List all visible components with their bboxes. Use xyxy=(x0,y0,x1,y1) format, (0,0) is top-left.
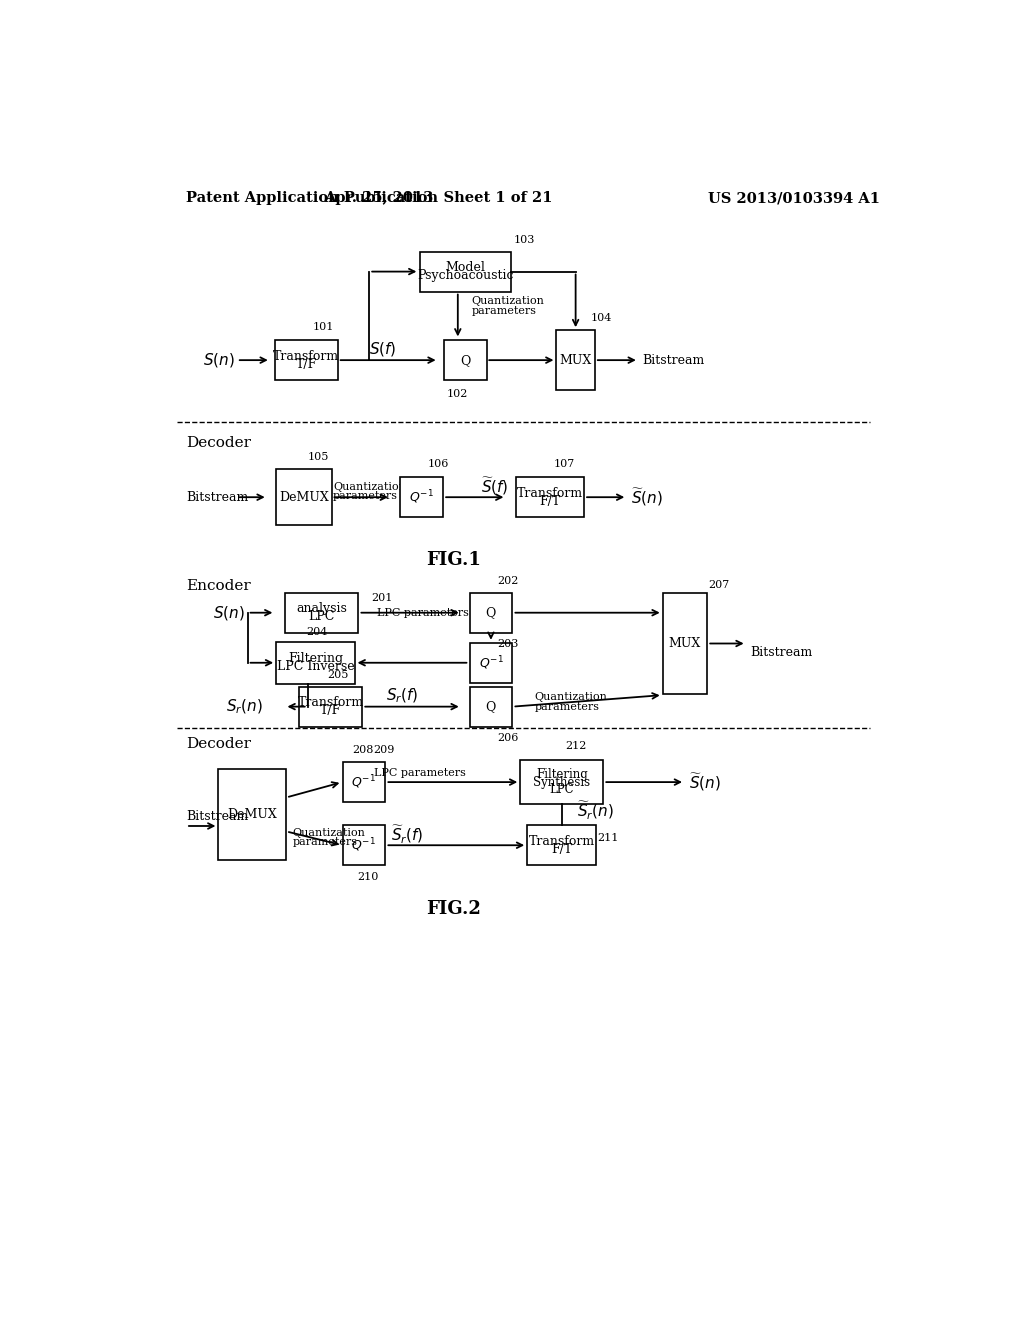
Text: parameters: parameters xyxy=(472,306,537,315)
Text: 206: 206 xyxy=(497,733,518,743)
Text: Apr. 25, 2013  Sheet 1 of 21: Apr. 25, 2013 Sheet 1 of 21 xyxy=(325,191,553,206)
Text: 101: 101 xyxy=(312,322,334,333)
Text: parameters: parameters xyxy=(292,837,357,847)
Text: Bitstream: Bitstream xyxy=(186,810,248,824)
Text: $\widetilde{S}_r(n)$: $\widetilde{S}_r(n)$ xyxy=(578,799,614,821)
Text: FIG.2: FIG.2 xyxy=(427,900,481,919)
Text: 210: 210 xyxy=(357,873,379,882)
FancyBboxPatch shape xyxy=(444,341,486,380)
Text: 205: 205 xyxy=(327,669,348,680)
Text: LPC parameters: LPC parameters xyxy=(377,607,469,618)
Text: 211: 211 xyxy=(597,833,618,842)
Text: 207: 207 xyxy=(708,579,729,590)
Text: $Q^{-1}$: $Q^{-1}$ xyxy=(351,774,376,791)
Text: US 2013/0103394 A1: US 2013/0103394 A1 xyxy=(708,191,880,206)
Text: $\widetilde{S}(f)$: $\widetilde{S}(f)$ xyxy=(481,475,509,498)
Text: Synthesis: Synthesis xyxy=(534,776,590,788)
Text: $S_r(f)$: $S_r(f)$ xyxy=(386,686,419,705)
FancyBboxPatch shape xyxy=(470,593,512,632)
FancyBboxPatch shape xyxy=(400,478,442,517)
Text: $S(f)$: $S(f)$ xyxy=(370,341,397,358)
Text: $S_r(n)$: $S_r(n)$ xyxy=(226,697,263,715)
Text: Bitstream: Bitstream xyxy=(643,354,705,367)
Text: Transform: Transform xyxy=(298,696,364,709)
Text: FIG.1: FIG.1 xyxy=(427,552,481,569)
Text: 104: 104 xyxy=(591,313,612,323)
Text: Bitstream: Bitstream xyxy=(186,491,248,504)
Text: Q: Q xyxy=(485,700,496,713)
Text: MUX: MUX xyxy=(669,638,701,649)
Text: LPC: LPC xyxy=(550,783,574,796)
Text: 203: 203 xyxy=(497,639,518,649)
Text: F/T: F/T xyxy=(551,842,572,855)
Text: Quantization: Quantization xyxy=(472,296,545,306)
Text: 208: 208 xyxy=(352,746,374,755)
Text: LPC parameters: LPC parameters xyxy=(374,768,466,777)
Text: Filtering: Filtering xyxy=(288,652,343,665)
FancyBboxPatch shape xyxy=(470,686,512,726)
Text: $\widetilde{S}_r(f)$: $\widetilde{S}_r(f)$ xyxy=(391,824,423,845)
FancyBboxPatch shape xyxy=(556,330,595,391)
Text: LPC Inverse: LPC Inverse xyxy=(276,660,354,673)
Text: 201: 201 xyxy=(371,594,392,603)
Text: Decoder: Decoder xyxy=(186,737,251,751)
Text: 105: 105 xyxy=(307,451,329,462)
Text: DeMUX: DeMUX xyxy=(279,491,329,504)
FancyBboxPatch shape xyxy=(285,593,358,632)
FancyBboxPatch shape xyxy=(520,760,603,804)
Text: Quantization: Quantization xyxy=(333,482,406,492)
Text: Patent Application Publication: Patent Application Publication xyxy=(186,191,438,206)
FancyBboxPatch shape xyxy=(343,825,385,866)
Text: DeMUX: DeMUX xyxy=(227,808,278,821)
Text: Filtering: Filtering xyxy=(536,768,588,781)
FancyBboxPatch shape xyxy=(527,825,596,866)
Text: $\widetilde{S}(n)$: $\widetilde{S}(n)$ xyxy=(631,487,663,508)
Text: Quantization: Quantization xyxy=(292,828,366,838)
Text: 103: 103 xyxy=(513,235,535,246)
Text: parameters: parameters xyxy=(333,491,398,502)
Text: $Q^{-1}$: $Q^{-1}$ xyxy=(351,837,376,854)
Text: 202: 202 xyxy=(497,576,518,586)
Text: T/F: T/F xyxy=(296,358,316,371)
Text: 106: 106 xyxy=(428,459,450,470)
Text: T/F: T/F xyxy=(321,704,341,717)
Text: Quantization: Quantization xyxy=(535,693,607,702)
FancyBboxPatch shape xyxy=(274,341,338,380)
Text: 204: 204 xyxy=(306,627,328,636)
FancyBboxPatch shape xyxy=(343,762,385,803)
FancyBboxPatch shape xyxy=(299,686,362,726)
FancyBboxPatch shape xyxy=(470,643,512,682)
Text: $\widetilde{S}(n)$: $\widetilde{S}(n)$ xyxy=(689,771,721,793)
Text: 102: 102 xyxy=(447,388,469,399)
Text: $Q^{-1}$: $Q^{-1}$ xyxy=(478,653,504,672)
FancyBboxPatch shape xyxy=(516,478,584,517)
Text: Q: Q xyxy=(485,606,496,619)
FancyBboxPatch shape xyxy=(276,642,354,684)
Text: $S(n)$: $S(n)$ xyxy=(213,603,245,622)
Text: analysis: analysis xyxy=(296,602,347,615)
Text: $Q^{-1}$: $Q^{-1}$ xyxy=(410,488,434,506)
Text: Q: Q xyxy=(461,354,471,367)
FancyBboxPatch shape xyxy=(276,470,332,525)
Text: MUX: MUX xyxy=(559,354,592,367)
Text: F/T: F/T xyxy=(540,495,561,508)
Text: Decoder: Decoder xyxy=(186,437,251,450)
Text: Transform: Transform xyxy=(273,350,339,363)
FancyBboxPatch shape xyxy=(663,594,708,693)
Text: 209: 209 xyxy=(373,746,394,755)
Text: Model: Model xyxy=(445,261,485,275)
Text: Bitstream: Bitstream xyxy=(751,647,813,659)
Text: 107: 107 xyxy=(554,459,575,470)
Text: Transform: Transform xyxy=(528,834,595,847)
Text: Psychoacoustic: Psychoacoustic xyxy=(417,269,514,282)
FancyBboxPatch shape xyxy=(218,770,286,859)
Text: parameters: parameters xyxy=(535,702,600,713)
Text: LPC: LPC xyxy=(308,610,335,623)
Text: $S(n)$: $S(n)$ xyxy=(203,351,236,370)
FancyBboxPatch shape xyxy=(420,252,511,292)
Text: 212: 212 xyxy=(565,742,587,751)
Text: Transform: Transform xyxy=(517,487,584,500)
Text: Encoder: Encoder xyxy=(186,578,251,593)
